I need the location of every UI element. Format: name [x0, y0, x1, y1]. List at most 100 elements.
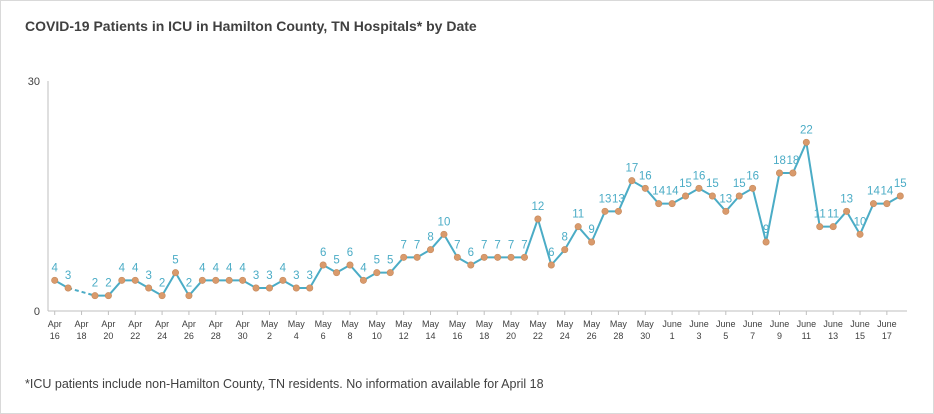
x-tick-label-day: 28 [613, 331, 623, 341]
x-tick-label-month: May [503, 319, 521, 329]
x-tick-label-month: May [315, 319, 333, 329]
data-point [816, 223, 824, 231]
x-tick-label-day: 30 [238, 331, 248, 341]
x-tick-label-day: 3 [696, 331, 701, 341]
data-label: 13 [719, 193, 732, 205]
x-tick-label-month: June [770, 319, 790, 329]
data-point [708, 192, 716, 200]
x-tick-label-day: 12 [399, 331, 409, 341]
data-label: 14 [867, 186, 880, 198]
data-label: 6 [548, 247, 554, 259]
x-tick-label-month: May [449, 319, 467, 329]
y-tick-label: 0 [34, 306, 40, 318]
x-tick-label-day: 7 [750, 331, 755, 341]
data-label: 3 [253, 270, 259, 282]
data-point [494, 253, 502, 261]
x-tick-label-day: 20 [506, 331, 516, 341]
x-tick-label-month: May [476, 319, 494, 329]
data-point [561, 246, 569, 254]
data-label: 15 [733, 178, 746, 190]
data-point [185, 292, 193, 300]
data-label: 4 [213, 262, 220, 274]
data-point [695, 184, 703, 192]
x-tick-label-month: May [422, 319, 440, 329]
x-tick-label-month: Apr [75, 319, 89, 329]
x-tick-label-day: 16 [452, 331, 462, 341]
data-point [346, 261, 354, 269]
data-point [279, 276, 287, 284]
x-tick-label-month: June [662, 319, 682, 329]
x-tick-label-day: 11 [802, 331, 811, 341]
x-tick-label-day: 26 [587, 331, 597, 341]
data-label: 15 [894, 178, 907, 190]
data-label: 11 [572, 209, 584, 221]
data-point [883, 200, 891, 208]
data-point [655, 200, 663, 208]
data-point [869, 200, 877, 208]
data-point [440, 230, 448, 238]
data-point [802, 138, 810, 146]
x-tick-label-day: 15 [855, 331, 865, 341]
data-label: 12 [532, 201, 545, 213]
data-point [51, 276, 59, 284]
data-point [588, 238, 596, 246]
x-tick-label-day: 18 [77, 331, 87, 341]
data-point [547, 261, 555, 269]
data-label: 7 [494, 239, 500, 251]
x-tick-label-month: June [850, 319, 870, 329]
data-point [292, 284, 300, 292]
data-label: 7 [508, 239, 514, 251]
x-tick-label-day: 17 [882, 331, 892, 341]
x-tick-label-day: 13 [828, 331, 838, 341]
y-tick-label: 30 [28, 76, 40, 88]
data-point [722, 207, 730, 215]
data-label: 13 [840, 193, 853, 205]
data-label: 6 [347, 247, 353, 259]
data-label: 8 [427, 232, 433, 244]
data-label: 16 [746, 170, 759, 182]
x-tick-label-day: 28 [211, 331, 221, 341]
x-tick-label-day: 1 [670, 331, 675, 341]
data-point [507, 253, 515, 261]
x-tick-label-month: Apr [236, 319, 250, 329]
data-label: 7 [454, 239, 460, 251]
chart-title: COVID-19 Patients in ICU in Hamilton Cou… [25, 18, 477, 34]
data-label: 11 [814, 209, 826, 221]
data-label: 3 [293, 270, 299, 282]
x-tick-label-day: 22 [130, 331, 140, 341]
data-point [265, 284, 273, 292]
data-label: 2 [92, 278, 98, 290]
data-label: 6 [320, 247, 326, 259]
x-tick-label-day: 18 [479, 331, 489, 341]
x-tick-label-month: June [716, 319, 736, 329]
data-point [252, 284, 260, 292]
data-point [601, 207, 609, 215]
data-point [333, 269, 341, 277]
x-tick-label-month: June [823, 319, 843, 329]
x-tick-label-day: 2 [267, 331, 272, 341]
data-label: 18 [787, 155, 800, 167]
data-point [212, 276, 220, 284]
data-point [131, 276, 139, 284]
data-label: 2 [105, 278, 111, 290]
data-label: 4 [226, 262, 233, 274]
data-label: 4 [52, 262, 59, 274]
data-point [400, 253, 408, 261]
x-tick-label-month: Apr [48, 319, 62, 329]
x-tick-label-day: 30 [640, 331, 650, 341]
data-label: 8 [562, 232, 568, 244]
data-point [319, 261, 327, 269]
data-label: 4 [239, 262, 246, 274]
data-label: 4 [132, 262, 139, 274]
data-point [306, 284, 314, 292]
data-point [91, 292, 99, 300]
data-label: 18 [773, 155, 786, 167]
gap-connector [67, 287, 96, 297]
x-tick-label-month: Apr [209, 319, 223, 329]
data-point [198, 276, 206, 284]
x-tick-label-month: May [556, 319, 574, 329]
data-point [735, 192, 743, 200]
data-point [762, 238, 770, 246]
data-label: 3 [145, 270, 151, 282]
